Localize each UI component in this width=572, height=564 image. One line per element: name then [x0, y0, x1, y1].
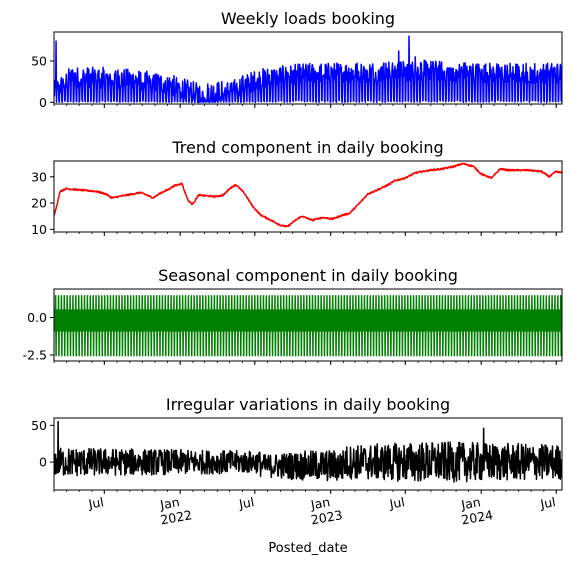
x-tick-label: Jul	[538, 494, 556, 512]
x-tick-label: Jan	[158, 494, 181, 512]
series-line	[54, 162, 562, 228]
subplot-1: Weekly loads booking 0 50	[31, 9, 563, 110]
subplot-3: Seasonal component in daily booking -2.5 0…	[23, 266, 563, 365]
y-tick-label: 50	[31, 418, 47, 433]
series-line	[54, 295, 562, 357]
x-tick-label: Jan	[459, 494, 482, 512]
subplot-title: Trend component in daily booking	[171, 138, 443, 157]
series-line	[54, 35, 562, 104]
x-tick-label: Jul	[237, 494, 255, 512]
x-tick-sublabel: 2022	[159, 507, 193, 527]
x-axis-label: Posted_date	[268, 541, 347, 556]
x-tick-sublabel: 2023	[310, 507, 344, 527]
subplot-title: Irregular variations in daily booking	[166, 395, 450, 414]
x-tick-label: Jul	[86, 494, 104, 512]
y-tick-label: 0	[39, 95, 47, 110]
subplot-2: Trend component in daily booking 10 20 30	[31, 138, 563, 237]
y-tick-label: -2.5	[23, 348, 47, 363]
subplot-title: Weekly loads booking	[221, 9, 395, 28]
y-tick-label: 20	[31, 196, 47, 211]
y-tick-label: 0	[39, 455, 47, 470]
axes-frame	[53, 288, 563, 362]
axes-frame	[53, 160, 563, 233]
axes-frame	[53, 31, 563, 105]
subplot-title: Seasonal component in daily booking	[158, 266, 458, 285]
y-tick-label: 50	[31, 53, 47, 68]
x-tick-label: Jan	[309, 494, 332, 512]
series-line	[54, 420, 562, 483]
y-tick-label: 0.0	[27, 310, 47, 325]
subplot-4: Irregular variations in daily booking 0 50…	[31, 395, 563, 556]
y-tick-label: 30	[31, 169, 47, 184]
x-tick-sublabel: 2024	[460, 507, 494, 527]
x-tick-label: Jul	[387, 494, 405, 512]
axes-frame	[53, 417, 563, 491]
y-tick-label: 10	[31, 222, 47, 237]
